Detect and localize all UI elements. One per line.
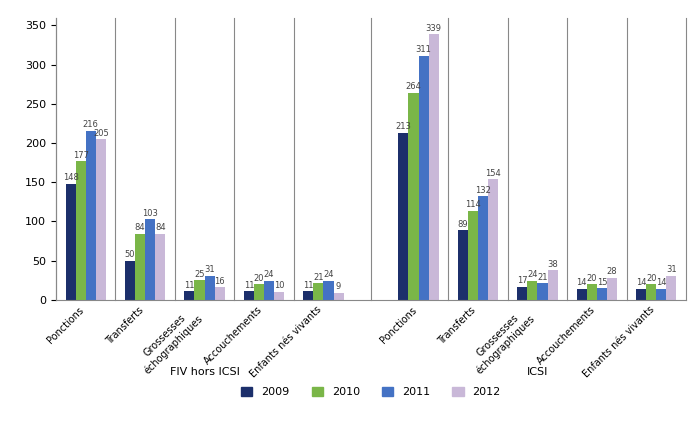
Bar bbox=[125, 261, 135, 300]
Text: 38: 38 bbox=[547, 259, 558, 269]
Text: 28: 28 bbox=[607, 267, 617, 277]
Text: 10: 10 bbox=[274, 281, 284, 291]
Bar bbox=[303, 291, 314, 300]
Text: 84: 84 bbox=[135, 224, 146, 232]
Bar bbox=[334, 293, 344, 300]
Bar bbox=[76, 161, 85, 300]
Text: 311: 311 bbox=[416, 45, 431, 55]
Bar bbox=[517, 287, 527, 300]
Bar bbox=[458, 230, 468, 300]
Text: 205: 205 bbox=[93, 129, 108, 138]
Text: 31: 31 bbox=[666, 265, 677, 274]
Text: 216: 216 bbox=[83, 120, 99, 129]
Text: 177: 177 bbox=[73, 150, 89, 160]
Bar bbox=[547, 270, 558, 300]
Text: 24: 24 bbox=[264, 270, 274, 280]
Text: 20: 20 bbox=[587, 273, 597, 283]
Bar bbox=[478, 196, 488, 300]
Bar bbox=[468, 210, 478, 300]
Text: 16: 16 bbox=[214, 277, 225, 286]
Text: 50: 50 bbox=[125, 250, 135, 259]
Text: 15: 15 bbox=[596, 277, 607, 287]
Text: 264: 264 bbox=[405, 82, 421, 91]
Text: 132: 132 bbox=[475, 186, 491, 195]
Bar bbox=[577, 289, 587, 300]
Text: 14: 14 bbox=[636, 278, 646, 288]
Text: 31: 31 bbox=[204, 265, 215, 274]
Bar bbox=[607, 278, 617, 300]
Text: 148: 148 bbox=[62, 173, 78, 182]
Bar bbox=[135, 234, 145, 300]
Bar bbox=[264, 281, 274, 300]
Bar bbox=[538, 284, 547, 300]
Text: 14: 14 bbox=[576, 278, 587, 288]
Text: 20: 20 bbox=[646, 273, 657, 283]
Text: 339: 339 bbox=[426, 23, 442, 33]
Bar bbox=[636, 289, 646, 300]
Text: 89: 89 bbox=[458, 220, 468, 228]
Bar bbox=[587, 284, 597, 300]
Bar bbox=[666, 276, 676, 300]
Bar bbox=[215, 288, 225, 300]
Text: 24: 24 bbox=[527, 270, 538, 280]
Bar bbox=[66, 184, 76, 300]
Bar bbox=[408, 93, 419, 300]
Bar bbox=[488, 179, 498, 300]
Text: 154: 154 bbox=[485, 168, 501, 178]
Text: 9: 9 bbox=[336, 282, 341, 291]
Bar bbox=[85, 131, 96, 300]
Bar bbox=[646, 284, 657, 300]
Text: 25: 25 bbox=[195, 270, 205, 279]
Bar bbox=[428, 34, 439, 300]
Bar bbox=[184, 291, 195, 300]
Bar bbox=[657, 289, 666, 300]
Bar bbox=[155, 234, 165, 300]
Text: 21: 21 bbox=[537, 273, 547, 282]
Text: 11: 11 bbox=[184, 280, 195, 290]
Bar bbox=[195, 280, 204, 300]
Bar bbox=[145, 219, 155, 300]
Text: ICSI: ICSI bbox=[526, 366, 548, 377]
Bar bbox=[244, 291, 254, 300]
Bar bbox=[204, 276, 215, 300]
Bar bbox=[96, 139, 106, 300]
Bar bbox=[323, 281, 334, 300]
Text: 84: 84 bbox=[155, 224, 166, 232]
Text: 11: 11 bbox=[303, 280, 314, 290]
Bar bbox=[398, 133, 408, 300]
Text: 11: 11 bbox=[244, 280, 254, 290]
Bar bbox=[597, 288, 607, 300]
Bar bbox=[419, 56, 428, 300]
Text: 20: 20 bbox=[253, 273, 264, 283]
Text: 21: 21 bbox=[313, 273, 323, 282]
Text: 14: 14 bbox=[656, 278, 666, 288]
Bar bbox=[314, 284, 323, 300]
Text: 114: 114 bbox=[465, 200, 481, 209]
Text: 17: 17 bbox=[517, 276, 528, 285]
Legend: 2009, 2010, 2011, 2012: 2009, 2010, 2011, 2012 bbox=[237, 383, 505, 402]
Bar bbox=[254, 284, 264, 300]
Text: 103: 103 bbox=[142, 209, 158, 217]
Text: 24: 24 bbox=[323, 270, 334, 280]
Bar bbox=[274, 292, 284, 300]
Text: FIV hors ICSI: FIV hors ICSI bbox=[169, 366, 239, 377]
Text: 213: 213 bbox=[395, 122, 412, 131]
Bar bbox=[527, 281, 538, 300]
